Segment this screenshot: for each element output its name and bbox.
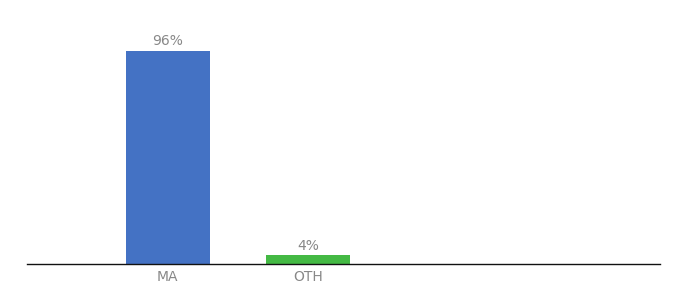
Text: 4%: 4% <box>297 239 319 253</box>
Bar <box>266 255 350 264</box>
Text: 96%: 96% <box>152 34 183 48</box>
Bar <box>126 51 210 264</box>
